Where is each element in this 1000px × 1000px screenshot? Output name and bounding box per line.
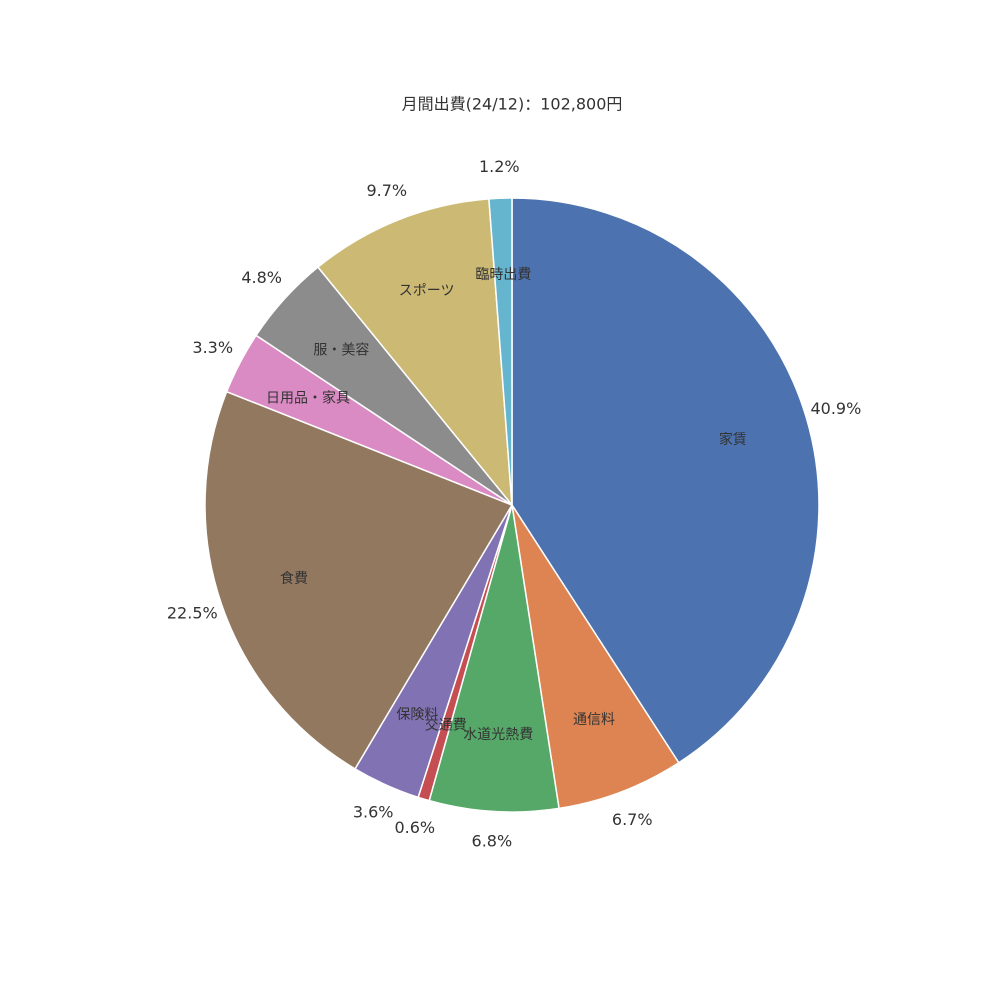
percent-label: 6.7% xyxy=(612,810,653,829)
percent-label: 1.2% xyxy=(479,157,520,176)
percent-label: 4.8% xyxy=(241,268,282,287)
category-label: 食費 xyxy=(280,570,308,587)
category-label: 服・美容 xyxy=(313,341,369,358)
pie-slice xyxy=(428,504,560,813)
percent-label: 22.5% xyxy=(167,603,218,622)
pie-slice xyxy=(488,197,513,506)
category-label: 保険料 xyxy=(396,707,438,723)
category-label: 日用品・家具 xyxy=(266,389,350,406)
percent-label: 3.3% xyxy=(192,338,233,357)
category-label: 交通費 xyxy=(425,717,467,734)
category-label: 水道光熱費 xyxy=(463,727,533,743)
percent-label: 3.6% xyxy=(353,802,394,821)
pie-slice xyxy=(204,390,514,770)
percent-label: 40.9% xyxy=(810,399,861,418)
category-label: スポーツ xyxy=(399,283,455,299)
pie-slice xyxy=(511,504,680,810)
pie-slice xyxy=(511,197,820,764)
percent-label: 0.6% xyxy=(394,818,435,837)
pie-slice xyxy=(316,198,513,508)
chart-title: 月間出費(24/12)：102,800円 xyxy=(402,95,623,114)
percent-label: 6.8% xyxy=(472,832,513,851)
category-label: 通信料 xyxy=(573,712,615,728)
percent-label: 9.7% xyxy=(366,181,407,200)
category-label: 家賃 xyxy=(719,431,747,448)
category-label: 臨時出費 xyxy=(475,267,531,283)
